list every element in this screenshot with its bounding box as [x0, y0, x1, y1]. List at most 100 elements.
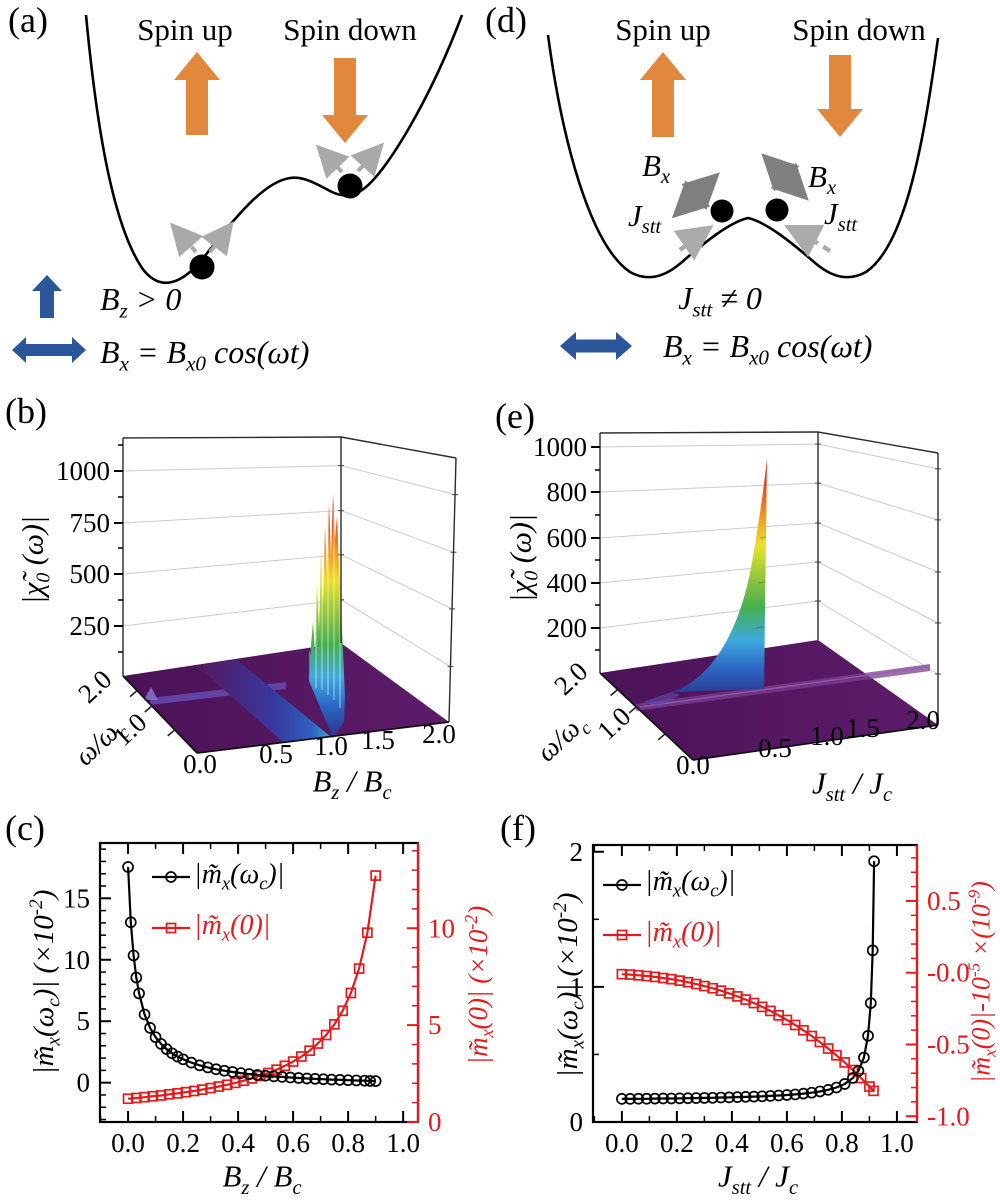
- tick-label: 0: [77, 1068, 91, 1098]
- tick-label: 1.5: [846, 713, 880, 743]
- marker-circle: [862, 1029, 874, 1042]
- tick-label: 0.4: [221, 1128, 255, 1158]
- tick-label: -1.0: [927, 1101, 970, 1131]
- floor-edge-left: [122, 675, 198, 754]
- spin-up-arrow: [640, 52, 686, 137]
- back-wall-left: [123, 437, 341, 676]
- spin-ball-left: [710, 199, 734, 223]
- x-axis-label: Jstt / Jc: [717, 1158, 799, 1199]
- tick-label: 10: [63, 945, 90, 975]
- marker-circle: [789, 1088, 802, 1101]
- resonance-wall: [309, 494, 345, 738]
- marker-circle: [309, 1073, 321, 1085]
- marker-circle: [682, 1092, 694, 1105]
- marker-circle: [772, 1089, 785, 1102]
- marker-square: [312, 1038, 324, 1049]
- box-edge: [340, 436, 457, 459]
- wall-gridline: [817, 600, 939, 675]
- panel-e-tag: (e): [495, 396, 535, 436]
- floor-edge-front: [692, 724, 939, 761]
- fluctuation-arrow-left-1: [170, 222, 204, 258]
- tick-label: 500: [70, 559, 111, 589]
- x-axis-label: Bz / Bc: [222, 1158, 302, 1199]
- wall-gridline: [817, 522, 939, 573]
- marker-square: [370, 870, 381, 881]
- tick-label: -0.5: [927, 1029, 970, 1059]
- jstt-arrow-left: [673, 225, 714, 261]
- tick-label: 1.5: [361, 725, 395, 755]
- back-wall-right: [341, 437, 456, 722]
- wall-gridline: [340, 599, 451, 667]
- tick-label: 1.0: [591, 701, 636, 746]
- marker-circle: [673, 1092, 686, 1105]
- wall-gridline: [599, 522, 819, 539]
- tick-label: 10: [428, 913, 455, 943]
- tick-label: 400: [547, 568, 588, 598]
- marker-circle: [369, 1075, 382, 1087]
- resonance-spike: [672, 458, 767, 692]
- left-axis-label: |m̃x(ωc)| (×10-2): [26, 889, 65, 1075]
- panel-f: 0.0 0.2 0.4 0.6 0.8 1.0 0 1 2 0.5 -0.0 -0.5 -1.0 (f)…: [500, 805, 1000, 1200]
- marker-circle: [350, 1074, 363, 1087]
- marker-circle: [665, 1092, 678, 1105]
- marker-circle: [756, 1090, 769, 1103]
- box-edge: [122, 436, 342, 439]
- marker-circle: [234, 1067, 247, 1079]
- tick-label: 0.2: [660, 1128, 694, 1158]
- marker-circle: [864, 997, 877, 1009]
- marker-circle: [292, 1072, 305, 1084]
- marker-circle: [866, 944, 879, 957]
- tick-label: 0.6: [770, 1128, 804, 1158]
- marker-square: [345, 987, 357, 999]
- marker-circle: [649, 1092, 661, 1105]
- spike-contour: [757, 581, 766, 584]
- panel-b-tag: (b): [5, 391, 47, 431]
- tick-label: 0.5: [259, 739, 293, 769]
- marker-circle: [193, 1059, 206, 1072]
- marker-circle: [171, 1050, 184, 1063]
- tick-label: 250: [70, 611, 111, 641]
- marker-circle: [334, 1073, 346, 1086]
- spin-ball-right: [337, 173, 363, 199]
- panel-d-tag: (d): [485, 0, 527, 40]
- marker-circle: [259, 1069, 272, 1082]
- marker-circle: [739, 1091, 752, 1103]
- bx-small-label-right: Bx: [808, 159, 837, 200]
- marker-circle: [317, 1073, 330, 1086]
- plot-box: [591, 843, 919, 1124]
- spike-contour: [755, 626, 765, 629]
- marker-circle: [284, 1071, 297, 1084]
- tick-label: 0.5: [927, 886, 961, 916]
- wall-gridline: [599, 561, 819, 584]
- panel-e: 200 400 600 800 1000 1.0 2.0 0.0 0.5 1.0 1.5 2.0 (e…: [490, 390, 1000, 805]
- marker-square: [868, 1085, 879, 1097]
- panel-c: 0.0 0.2 0.4 0.6 0.8 1.0 0 5 10 15 0 5 10 (c) |m̃x(ωc…: [0, 805, 500, 1200]
- spin-down-arrow: [322, 58, 368, 143]
- marker-circle: [243, 1068, 255, 1080]
- tick-label: 0.4: [715, 1128, 749, 1158]
- back-wall-left: [600, 432, 818, 673]
- z-axis-label: |χ̃0 (ω)|: [504, 513, 543, 603]
- marker-square: [814, 1036, 826, 1048]
- wall-gridline: [340, 465, 456, 496]
- bx-small-label-left: Bx: [642, 148, 671, 189]
- marker-circle: [358, 1074, 371, 1087]
- marker-circle: [698, 1092, 711, 1104]
- legend-marker: [165, 922, 177, 934]
- x-axis-label: Bz / Bc: [312, 763, 392, 804]
- back-wall-right: [818, 432, 938, 725]
- marker-circle: [781, 1089, 793, 1101]
- tick-label: -0.0: [927, 958, 970, 988]
- spike-contour: [759, 536, 767, 539]
- floor-edge-front: [196, 721, 450, 754]
- tick-label: 0.0: [676, 750, 710, 780]
- marker-square: [855, 1072, 867, 1084]
- bx-arrow-right: [761, 153, 809, 201]
- marker-circle: [226, 1066, 239, 1078]
- wall-gridline: [122, 554, 342, 575]
- marker-square: [320, 1029, 332, 1041]
- fluctuation-arrow-left-2: [201, 221, 234, 257]
- marker-circle: [218, 1064, 231, 1077]
